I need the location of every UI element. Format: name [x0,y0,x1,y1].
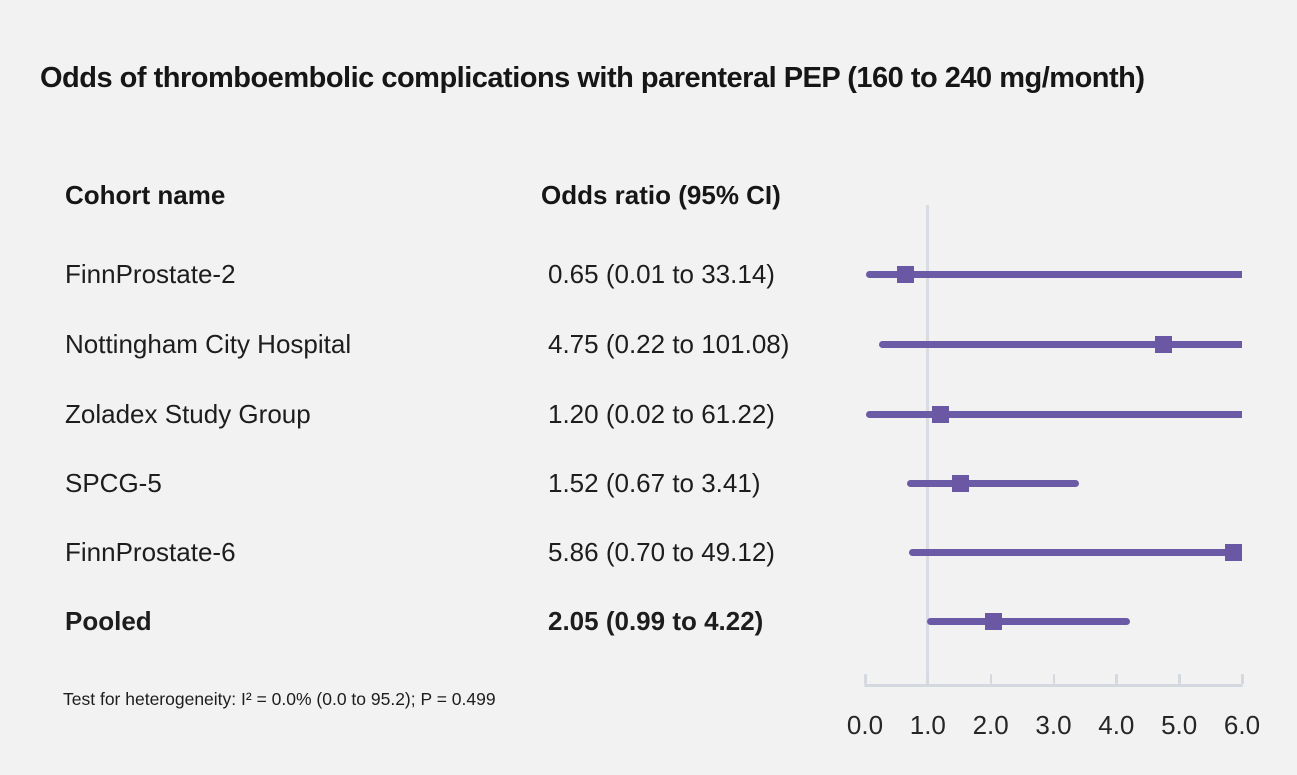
table-row: SPCG-5 1.52 (0.67 to 3.41) [0,466,860,500]
or-marker [985,612,1003,630]
or-marker [952,474,969,492]
ci-line [907,479,1080,487]
axis-tick [1178,674,1181,684]
axis-tick-label: 1.0 [909,710,946,740]
table-row: FinnProstate-2 0.65 (0.01 to 33.14) [0,257,860,291]
axis-tick-label: 4.0 [1098,710,1135,740]
column-header-cohort: Cohort name [65,180,226,210]
axis-tick-label: 0.0 [846,710,884,740]
cohort-name: SPCG-5 [65,468,162,498]
odds-ratio-value: 2.05 (0.99 to 4.22) [548,606,764,636]
ci-line [878,340,1242,348]
axis-tick-label: 6.0 [1223,710,1261,740]
or-marker [897,265,915,283]
axis-tick-label: 5.0 [1161,710,1198,740]
cohort-name: FinnProstate-6 [65,537,236,567]
heterogeneity-footnote: Test for heterogeneity: I² = 0.0% (0.0 t… [63,689,496,709]
axis-tick-label: 2.0 [972,710,1009,740]
axis-tick-label: 3.0 [1035,710,1072,740]
ci-line [866,410,1242,418]
or-marker [931,405,949,423]
odds-ratio-value: 5.86 (0.70 to 49.12) [548,537,775,567]
or-marker [1224,543,1242,561]
cohort-name: Nottingham City Hospital [65,329,352,359]
cohort-name: Zoladex Study Group [65,399,311,429]
table-row: Pooled 2.05 (0.99 to 4.22) [0,604,860,638]
axis-tick [1052,674,1055,684]
table-row: Nottingham City Hospital 4.75 (0.22 to 1… [0,327,860,361]
axis-baseline [864,684,1243,687]
table-row: FinnProstate-6 5.86 (0.70 to 49.12) [0,535,860,569]
odds-ratio-value: 0.65 (0.01 to 33.14) [548,259,775,289]
axis-tick [1241,674,1244,684]
odds-ratio-value: 4.75 (0.22 to 101.08) [548,329,790,359]
ci-line [865,270,1242,278]
axis-tick [864,674,867,684]
odds-ratio-value: 1.20 (0.02 to 61.22) [548,399,775,429]
cohort-name: FinnProstate-2 [65,259,236,289]
column-header-odds-ratio: Odds ratio (95% CI) [541,180,781,210]
axis-tick [1115,674,1118,684]
reference-line [926,205,930,687]
axis-tick [989,674,993,684]
chart-title: Odds of thromboembolic complications wit… [40,62,1145,94]
or-marker [1154,335,1172,353]
ci-line [927,617,1131,625]
cohort-name: Pooled [65,606,152,636]
ci-line [908,548,1242,556]
table-row: Zoladex Study Group 1.20 (0.02 to 61.22) [0,397,860,431]
odds-ratio-value: 1.52 (0.67 to 3.41) [548,468,761,498]
axis-tick [926,674,930,684]
